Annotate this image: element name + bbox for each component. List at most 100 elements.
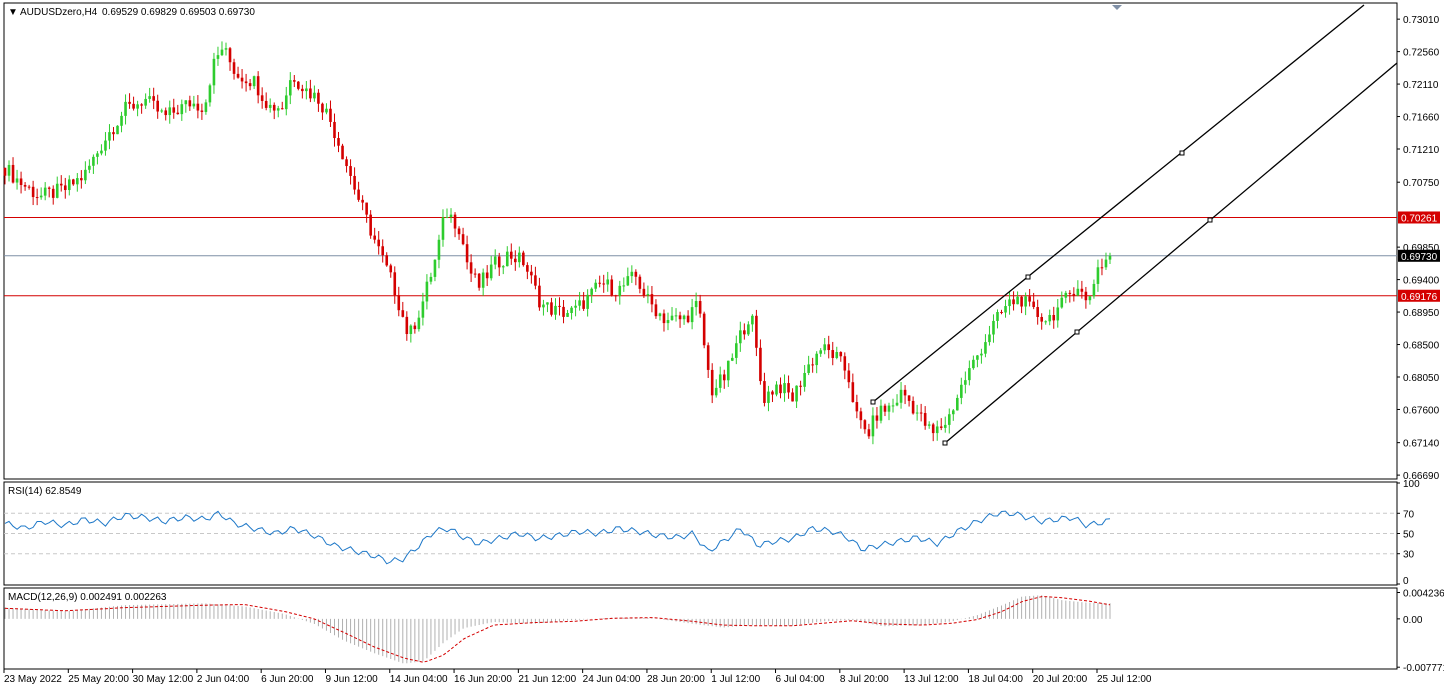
candle-body xyxy=(276,108,280,111)
time-axis: 23 May 2022 25 May 20:00 30 May 12:00 2 Jun… xyxy=(3,669,1152,685)
candle-body xyxy=(264,100,268,108)
candle-body xyxy=(1060,297,1064,308)
price-label-last xyxy=(1398,249,1440,262)
time-tick-label: 20 Jul 20:00 xyxy=(1033,674,1088,685)
price-tick-label: 0.67600 xyxy=(1403,405,1440,416)
candle-body xyxy=(735,343,738,358)
time-tick-label: 21 Jun 12:00 xyxy=(518,674,576,685)
candle-body xyxy=(574,305,577,308)
channel-anchor-point[interactable] xyxy=(1179,150,1185,156)
candle-body xyxy=(650,294,654,305)
channel-lower-line[interactable] xyxy=(944,62,1398,444)
macd-signal-line xyxy=(4,596,1111,663)
candle-body xyxy=(188,100,192,107)
macd-pane[interactable] xyxy=(3,587,1398,670)
candles xyxy=(3,41,1112,445)
candle-body xyxy=(192,103,196,107)
candle-body xyxy=(293,80,296,82)
candle-body xyxy=(534,275,537,286)
price-tick-label: 0.72110 xyxy=(1403,80,1439,91)
candle-body xyxy=(453,214,457,229)
candle-body xyxy=(851,382,855,403)
candle-body xyxy=(891,405,895,407)
candle-body xyxy=(646,294,650,296)
candle-body xyxy=(562,306,565,317)
candle-body xyxy=(887,405,891,412)
candle-body xyxy=(751,315,754,325)
candle-body xyxy=(232,62,236,74)
candle-body xyxy=(349,166,352,176)
candle-body xyxy=(1008,299,1011,307)
candle-body xyxy=(373,235,376,240)
candle-body xyxy=(1108,255,1112,260)
candle-body xyxy=(19,178,23,186)
candle-body xyxy=(783,383,786,394)
candle-body xyxy=(385,255,389,266)
candle-body xyxy=(309,88,312,99)
candle-body xyxy=(365,202,368,215)
candle-body xyxy=(76,178,79,185)
candle-body xyxy=(417,317,421,330)
candle-body xyxy=(847,370,851,383)
candle-body xyxy=(15,178,19,183)
candle-body xyxy=(333,121,336,139)
price-pane[interactable] xyxy=(3,2,1398,480)
time-tick-label: 8 Jul 20:00 xyxy=(840,674,889,685)
time-tick-label: 1 Jul 12:00 xyxy=(711,674,760,685)
channel-anchor-point[interactable] xyxy=(870,399,876,405)
candle-body xyxy=(1056,307,1060,321)
candle-body xyxy=(433,259,437,277)
candle-body xyxy=(136,104,139,109)
candle-body xyxy=(200,110,204,112)
candle-body xyxy=(935,426,939,434)
ohlc-readout: 0.69529 0.69829 0.69503 0.69730 xyxy=(102,7,255,18)
candle-body xyxy=(678,315,682,320)
macd-label: MACD(12,26,9) 0.002491 0.002263 xyxy=(8,592,167,603)
time-tick-label: 28 Jun 20:00 xyxy=(647,674,705,685)
time-tick-label: 24 Jun 04:00 xyxy=(583,674,641,685)
candle-body xyxy=(152,96,155,101)
candle-body xyxy=(1064,292,1068,298)
channel-anchor-point[interactable] xyxy=(1207,217,1213,223)
candle-body xyxy=(441,217,445,240)
channel-anchor-point[interactable] xyxy=(1074,329,1080,335)
candle-body xyxy=(702,313,706,346)
time-tick-label: 13 Jul 12:00 xyxy=(904,674,959,685)
candle-body xyxy=(96,153,99,157)
price-label-resistance xyxy=(1398,211,1440,224)
candle-body xyxy=(3,167,7,176)
candle-body xyxy=(943,424,947,428)
candle-body xyxy=(104,140,107,151)
candle-body xyxy=(960,384,963,398)
candle-body xyxy=(903,389,907,396)
candle-body xyxy=(341,145,344,160)
shift-marker-icon[interactable] xyxy=(1112,5,1122,10)
price-channel[interactable] xyxy=(870,4,1398,446)
channel-anchor-point[interactable] xyxy=(942,440,948,446)
time-tick-label: 6 Jun 20:00 xyxy=(261,674,314,685)
candle-body xyxy=(216,55,220,59)
candle-body xyxy=(381,246,385,256)
candle-body xyxy=(1072,293,1076,296)
candle-body xyxy=(248,83,252,87)
candle-body xyxy=(493,256,497,265)
channel-anchor-point[interactable] xyxy=(1025,274,1031,280)
candle-body xyxy=(421,301,425,318)
candle-body xyxy=(505,251,509,267)
symbol-menu-icon[interactable]: ▼ xyxy=(8,7,18,18)
candle-body xyxy=(1036,307,1039,317)
rsi-label: RSI(14) 62.8549 xyxy=(8,486,82,497)
candle-body xyxy=(755,315,758,348)
candle-body xyxy=(59,183,63,186)
candle-body xyxy=(618,285,622,296)
candle-body xyxy=(839,352,843,357)
price-tick-label: 0.73010 xyxy=(1403,15,1440,26)
channel-upper-line[interactable] xyxy=(872,4,1365,403)
candle-body xyxy=(710,369,714,396)
macd-tick-label: 0.00 xyxy=(1403,615,1423,626)
candle-body xyxy=(634,271,638,277)
candle-body xyxy=(972,359,975,369)
candle-body xyxy=(554,305,557,315)
candle-body xyxy=(120,115,123,126)
